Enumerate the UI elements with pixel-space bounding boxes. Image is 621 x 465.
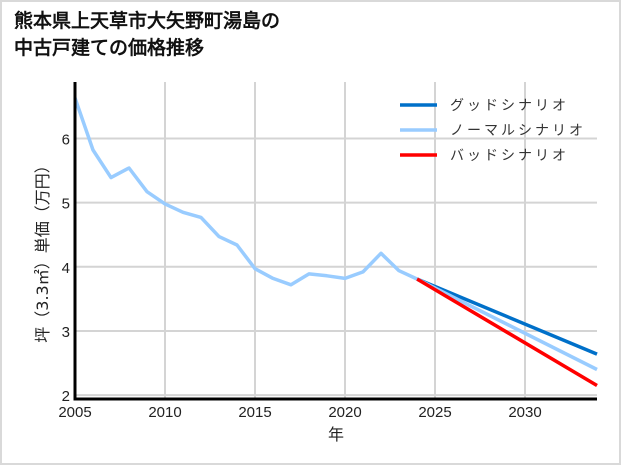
y-tick-label: 6: [62, 131, 70, 148]
y-tick-label: 4: [62, 260, 70, 277]
x-axis-label: 年: [328, 425, 344, 444]
legend-label: ノーマルシナリオ: [450, 123, 586, 139]
series-line: [416, 277, 598, 372]
y-tick-label: 2: [62, 388, 70, 405]
chart-title-line-1: 熊本県上天草市大矢野町湯島の: [14, 10, 281, 32]
legend-label: バッドシナリオ: [450, 148, 569, 164]
chart-title-line-2: 中古戸建ての価格推移: [14, 37, 205, 59]
chart-title: 熊本県上天草市大矢野町湯島の 中古戸建ての価格推移: [14, 8, 280, 62]
series-line: [73, 97, 418, 287]
series-lines: [73, 97, 598, 388]
series-line: [416, 277, 598, 356]
tick-labels: 2005 2010 2015 2020 2025 2030 2 3 4 5 6: [58, 131, 541, 421]
x-tick-label: 2025: [418, 404, 451, 421]
gridlines: [75, 82, 597, 399]
x-tick-label: 2015: [238, 404, 271, 421]
x-tick-label: 2005: [58, 404, 91, 421]
axes: [73, 82, 597, 401]
x-tick-label: 2010: [148, 404, 181, 421]
legend-label: グッドシナリオ: [450, 98, 569, 114]
y-axis-label: 坪（3.3㎡）単価（万円）: [33, 157, 52, 342]
series-line: [416, 277, 598, 388]
x-tick-label: 2020: [328, 404, 361, 421]
x-tick-label: 2030: [508, 404, 541, 421]
y-tick-label: 3: [62, 324, 70, 341]
y-tick-label: 5: [62, 196, 70, 213]
